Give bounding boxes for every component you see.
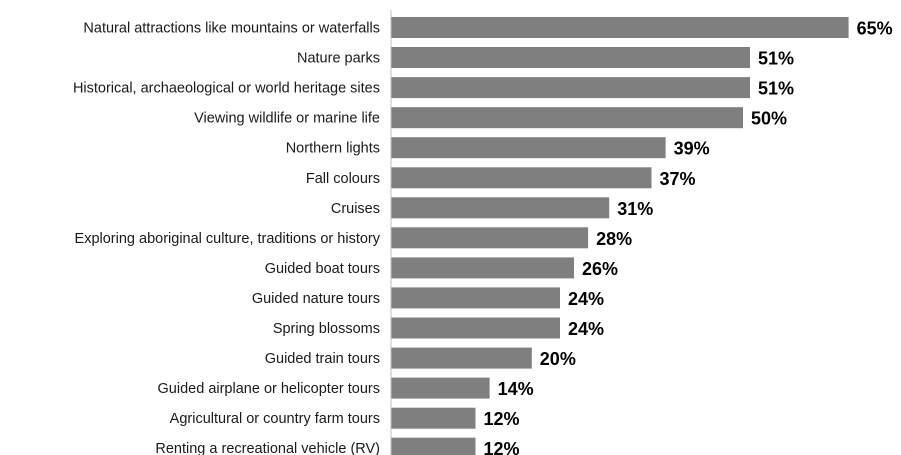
bar — [391, 437, 476, 455]
category-labels: Natural attractions like mountains or wa… — [73, 21, 381, 455]
value-label: 26% — [582, 259, 618, 279]
category-label: Viewing wildlife or marine life — [194, 111, 380, 127]
category-label: Northern lights — [286, 141, 380, 157]
category-label: Spring blossoms — [273, 321, 380, 337]
category-label: Guided boat tours — [265, 261, 380, 277]
bar — [391, 257, 574, 279]
bar — [391, 47, 750, 68]
category-label: Guided train tours — [265, 351, 380, 367]
category-label: Cruises — [331, 201, 380, 217]
category-label: Historical, archaeological or world heri… — [73, 81, 380, 97]
category-label: Natural attractions like mountains or wa… — [83, 21, 380, 37]
bar — [391, 107, 743, 129]
category-label: Exploring aboriginal culture, traditions… — [75, 231, 381, 247]
value-label: 37% — [660, 169, 696, 189]
bar — [391, 407, 476, 429]
value-label: 51% — [758, 49, 794, 69]
value-label: 20% — [540, 349, 576, 369]
value-label: 31% — [617, 199, 653, 219]
bar — [391, 347, 532, 369]
value-label: 39% — [674, 139, 710, 159]
category-label: Nature parks — [297, 51, 380, 67]
value-label: 12% — [484, 439, 520, 455]
value-label: 50% — [751, 109, 787, 129]
category-label: Guided nature tours — [252, 291, 380, 307]
bar — [391, 227, 589, 249]
bar — [391, 317, 560, 339]
value-labels: 65% 51% 51% 50% 39% 37% 31% 28% 26% 24% 24% 20% 14% 1… — [484, 19, 893, 455]
category-label: Renting a recreational vehicle (RV) — [155, 441, 380, 455]
category-label: Fall colours — [306, 171, 380, 187]
bar — [391, 137, 666, 159]
bar — [391, 377, 490, 399]
category-label: Agricultural or country farm tours — [170, 411, 380, 427]
bar — [391, 287, 560, 309]
value-label: 24% — [568, 319, 604, 339]
bar — [391, 197, 610, 219]
bar — [391, 167, 652, 189]
bar — [391, 17, 849, 38]
value-label: 12% — [484, 409, 520, 429]
value-label: 14% — [498, 379, 534, 399]
category-label: Guided airplane or helicopter tours — [158, 381, 380, 397]
bars-layer — [391, 17, 849, 455]
value-label: 24% — [568, 289, 604, 309]
value-label: 28% — [596, 229, 632, 249]
bar — [391, 77, 750, 99]
value-label: 65% — [857, 19, 893, 39]
value-label: 51% — [758, 79, 794, 99]
